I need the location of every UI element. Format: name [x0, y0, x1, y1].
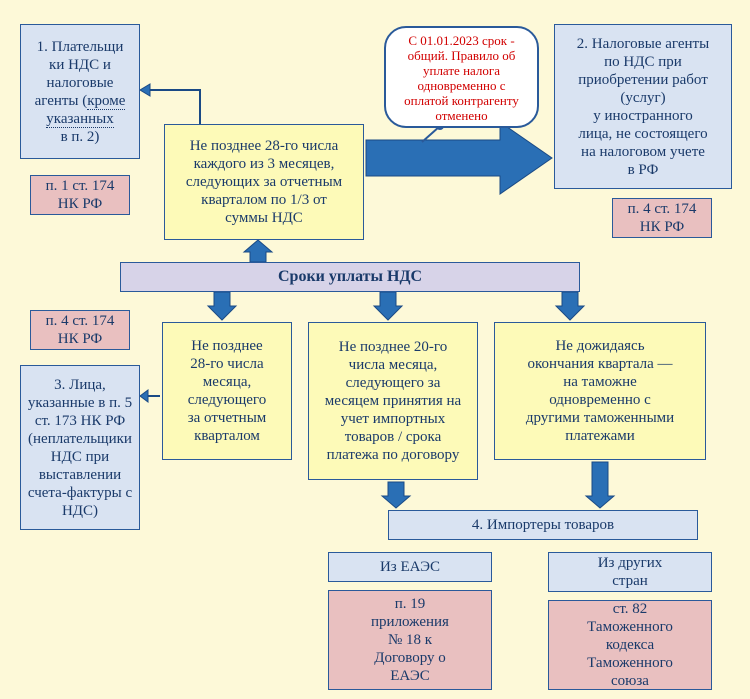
rule-customs-immediate: Не дожидаясьокончания квартала —на тамож…	[494, 322, 706, 460]
importers-eaes-head: Из ЕАЭС	[328, 552, 492, 582]
underline-ukazannyh: указанных	[46, 111, 113, 128]
node-payers-ref: п. 1 ст. 174НК РФ	[30, 175, 130, 215]
importers-other-ref: ст. 82ТаможенногокодексаТаможенногосоюза	[548, 600, 712, 690]
arrow-title-up	[244, 240, 272, 262]
diagram-stage: Сроки уплаты НДС С 01.01.2023 срок - общ…	[0, 0, 750, 699]
arrow-yleft-to-n3	[140, 390, 160, 402]
underline-krome: кроме	[87, 93, 125, 110]
rule-28th-month: Не позднее28-го числамесяца,следующегоза…	[162, 322, 292, 460]
node-tax-agents-ref: п. 4 ст. 174НК РФ	[612, 198, 712, 238]
rule-20th-import: Не позднее 20-гочисла месяца,следующего …	[308, 322, 478, 480]
arrow-ymid-to-n4	[382, 482, 410, 508]
node-importers: 4. Импортеры товаров	[388, 510, 698, 540]
node-tax-agents: 2. Налоговые агентыпо НДС приприобретени…	[554, 24, 732, 189]
callout-note: С 01.01.2023 срок - общий. Правило об уп…	[384, 26, 539, 128]
arrow-yright-to-n4	[586, 462, 614, 508]
importers-other-head: Из другихстран	[548, 552, 712, 592]
rule-28th-thirds: Не позднее 28-го числакаждого из 3 месяц…	[164, 124, 364, 240]
arrow-down-right	[556, 292, 584, 320]
node-3-persons: 3. Лица,указанные в п. 5ст. 173 НК РФ(не…	[20, 365, 140, 530]
arrow-big-right	[366, 122, 552, 194]
importers-eaes-ref: п. 19приложения№ 18 кДоговору оЕАЭС	[328, 590, 492, 690]
arrow-down-mid	[374, 292, 402, 320]
arrow-elbow-to-n1	[140, 84, 200, 124]
node-payers-text: 1. Плательщики НДС иналоговыеагенты (кро…	[35, 38, 126, 146]
arrow-down-left	[208, 292, 236, 320]
title-box: Сроки уплаты НДС	[120, 262, 580, 292]
node-3-ref: п. 4 ст. 174НК РФ	[30, 310, 130, 350]
node-payers: 1. Плательщики НДС иналоговыеагенты (кро…	[20, 24, 140, 159]
